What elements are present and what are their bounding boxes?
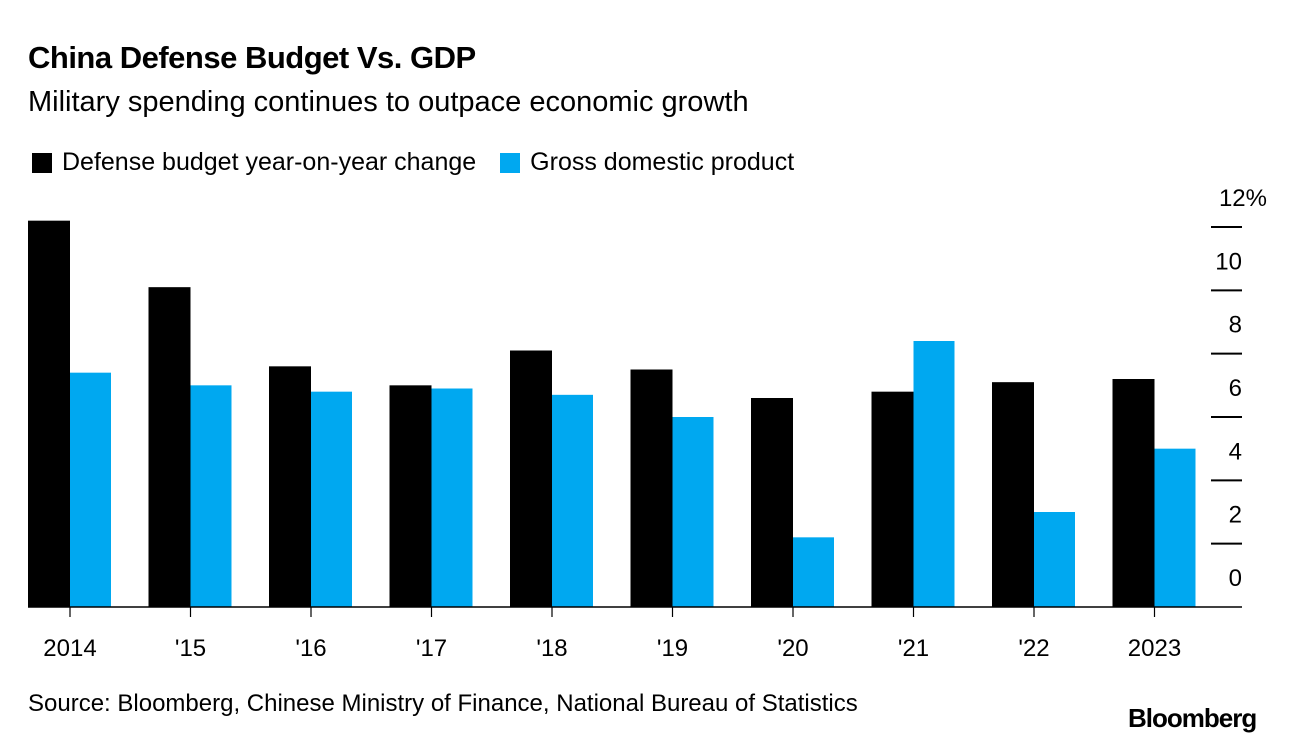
y-tick-label-4: 8 (1229, 312, 1242, 339)
source-note: Source: Bloomberg, Chinese Ministry of F… (28, 690, 858, 717)
legend-item-defense: Defense budget year-on-year change (32, 148, 476, 177)
bar-defense-9 (1112, 379, 1155, 607)
bar-gdp-0 (70, 372, 111, 607)
x-tick-label-6: '20 (777, 635, 808, 662)
x-tick-label-9: 2023 (1128, 635, 1181, 662)
bar-defense-8 (992, 382, 1034, 607)
bar-gdp-1 (190, 385, 232, 607)
bar-defense-5 (630, 369, 673, 607)
bar-gdp-9 (1154, 448, 1196, 607)
legend-label-gdp: Gross domestic product (530, 148, 795, 176)
x-tick-label-4: '18 (536, 635, 567, 662)
x-tick-label-7: '21 (898, 635, 929, 662)
y-tick-label-5: 10 (1215, 248, 1242, 275)
bar-gdp-6 (793, 537, 834, 607)
bar-defense-3 (389, 385, 432, 607)
legend-swatch-defense (32, 152, 52, 173)
x-tick-label-8: '22 (1018, 635, 1049, 662)
bar-defense-4 (510, 350, 552, 607)
y-tick-label-2: 4 (1229, 438, 1242, 465)
bar-gdp-2 (311, 391, 352, 607)
bar-gdp-3 (431, 388, 473, 607)
legend-item-gdp: Gross domestic product (500, 148, 794, 177)
legend-swatch-gdp (500, 152, 521, 173)
x-tick-label-1: '15 (175, 635, 206, 662)
chart-subtitle: Military spending continues to outpace e… (28, 86, 749, 118)
x-tick-label-5: '19 (657, 635, 688, 662)
bloomberg-logo: Bloomberg (1128, 703, 1257, 733)
legend: Defense budget year-on-year change Gross… (32, 148, 818, 177)
y-tick-label-6: 12% (1219, 185, 1267, 212)
x-tick-label-3: '17 (416, 635, 447, 662)
bar-defense-1 (148, 287, 191, 607)
x-tick-label-0: 2014 (43, 635, 96, 662)
chart-title: China Defense Budget Vs. GDP (28, 40, 476, 75)
bar-gdp-4 (552, 394, 593, 607)
y-tick-label-1: 2 (1229, 502, 1242, 529)
bar-defense-7 (871, 391, 914, 607)
y-tick-label-0: 0 (1229, 565, 1242, 592)
bar-defense-6 (751, 398, 793, 607)
bar-gdp-5 (672, 417, 714, 607)
bar-defense-2 (269, 366, 311, 607)
bar-gdp-7 (913, 341, 955, 607)
x-tick-label-2: '16 (295, 635, 326, 662)
bar-defense-0 (28, 220, 70, 607)
bar-gdp-8 (1034, 512, 1075, 607)
legend-label-defense: Defense budget year-on-year change (62, 148, 477, 176)
y-tick-label-3: 6 (1229, 375, 1242, 402)
